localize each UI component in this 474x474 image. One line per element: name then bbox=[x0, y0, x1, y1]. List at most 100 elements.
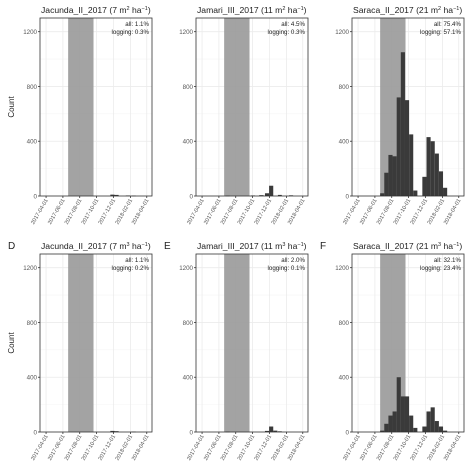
panel-title-close: ) bbox=[304, 241, 307, 251]
histogram-bar bbox=[413, 427, 418, 432]
plot-frame bbox=[195, 253, 309, 433]
annotation-logging: logging: 23.4% bbox=[420, 265, 461, 272]
panel-title-exponent: 2 bbox=[438, 6, 441, 12]
annotation-logging: logging: 0.3% bbox=[112, 29, 150, 36]
y-axis-label: Count bbox=[7, 96, 16, 118]
plot-frame bbox=[195, 17, 309, 197]
histogram-bar bbox=[422, 426, 427, 432]
y-tick-label: 400 bbox=[27, 139, 38, 146]
y-tick-label: 1200 bbox=[179, 29, 193, 36]
panel-title-unit: ha bbox=[285, 5, 297, 15]
y-tick-label: 800 bbox=[27, 320, 38, 327]
histogram-bar bbox=[396, 377, 401, 432]
y-tick-label: 0 bbox=[346, 194, 350, 201]
plot-frame bbox=[39, 17, 153, 197]
y-tick-label: 0 bbox=[190, 430, 194, 437]
histogram-bar bbox=[264, 430, 270, 432]
y-tick-label: 400 bbox=[27, 375, 38, 382]
panel-title-name: Jacunda_II_2017 (7 m bbox=[41, 241, 127, 251]
y-tick-label: 400 bbox=[339, 375, 350, 382]
plot-area bbox=[196, 254, 308, 432]
histogram-bar bbox=[380, 430, 385, 432]
y-tick-label: 800 bbox=[339, 320, 350, 327]
panel-title-exponent: 3 bbox=[438, 242, 441, 248]
y-tick-label: 800 bbox=[339, 84, 350, 91]
plot-frame bbox=[39, 253, 153, 433]
plot-frame bbox=[351, 17, 465, 197]
histogram-bar bbox=[114, 194, 119, 196]
plot-area bbox=[40, 18, 152, 196]
annotation-all: all: 75.4% bbox=[434, 21, 462, 28]
histogram-bar bbox=[259, 195, 264, 196]
x-tick-label: 2017-12-01 bbox=[98, 434, 118, 462]
x-tick-label: 2017-12-01 bbox=[254, 198, 274, 226]
panel-3: 040080012002017-04-012017-06-012017-08-0… bbox=[335, 5, 465, 226]
panel-title-unit-exponent: −1 bbox=[142, 242, 148, 248]
y-tick-label: 400 bbox=[339, 139, 350, 146]
histogram-bar bbox=[277, 194, 282, 196]
y-axis-label: Count bbox=[7, 332, 16, 354]
histogram-bar bbox=[404, 100, 410, 196]
shaded-period bbox=[224, 18, 250, 196]
annotation-all: all: 1.1% bbox=[125, 257, 149, 264]
histogram-bar bbox=[110, 194, 115, 196]
panel-title-unit: ha bbox=[441, 5, 453, 15]
histogram-bar bbox=[269, 185, 274, 196]
annotation-logging: logging: 0.1% bbox=[268, 265, 306, 272]
panel-title: Jamari_III_2017 (11 m3 ha−1) bbox=[197, 241, 307, 251]
annotation-all: all: 32.1% bbox=[434, 257, 462, 264]
x-tick-label: 2017-12-01 bbox=[254, 434, 274, 462]
histogram-bar bbox=[388, 154, 393, 196]
panel-title-name: Jacunda_II_2017 (7 m bbox=[41, 5, 127, 15]
x-tick-label: 2017-12-01 bbox=[410, 434, 430, 462]
annotation-all: all: 2.0% bbox=[281, 257, 305, 264]
panel-title: Jacunda_II_2017 (7 m3 ha−1) bbox=[41, 241, 151, 251]
panel-title-unit: ha bbox=[285, 241, 297, 251]
histogram-bar bbox=[396, 97, 401, 196]
histogram-bar bbox=[273, 430, 278, 432]
y-tick-label: 1200 bbox=[335, 265, 349, 272]
shaded-period bbox=[68, 18, 94, 196]
panel-title-unit: ha bbox=[130, 5, 142, 15]
panel-title-close: ) bbox=[304, 5, 307, 15]
histogram-bar bbox=[413, 190, 418, 196]
panel-letter: E bbox=[164, 241, 171, 252]
y-tick-label: 1200 bbox=[23, 29, 37, 36]
panel-title-exponent: 2 bbox=[127, 6, 130, 12]
panel-title-name: Saraca_II_2017 (21 m bbox=[353, 241, 438, 251]
histogram-bar bbox=[430, 141, 435, 196]
histogram-bar bbox=[110, 430, 115, 432]
y-tick-label: 800 bbox=[183, 84, 194, 91]
panel-6: 040080012002017-04-012017-06-012017-08-0… bbox=[320, 241, 465, 462]
panel-title-close: ) bbox=[148, 241, 151, 251]
shaded-period bbox=[68, 254, 94, 432]
panel-title: Saraca_II_2017 (21 m2 ha−1) bbox=[353, 5, 462, 15]
panel-title-close: ) bbox=[148, 5, 151, 15]
panel-title-unit-exponent: −1 bbox=[453, 6, 459, 12]
y-tick-label: 1200 bbox=[23, 265, 37, 272]
panel-title-unit-exponent: −1 bbox=[297, 6, 303, 12]
y-tick-label: 800 bbox=[183, 320, 194, 327]
histogram-bar bbox=[264, 193, 270, 196]
histogram-bar bbox=[438, 171, 444, 196]
x-tick-label: 2018-04-01 bbox=[287, 198, 307, 226]
panel-1: 040080012002017-04-012017-06-012017-08-0… bbox=[7, 5, 153, 226]
histogram-bar bbox=[434, 153, 439, 196]
y-tick-label: 0 bbox=[34, 194, 38, 201]
plot-area bbox=[40, 254, 152, 432]
annotation-all: all: 4.5% bbox=[281, 21, 305, 28]
panel-title: Saraca_II_2017 (21 m3 ha−1) bbox=[353, 241, 462, 251]
histogram-bar bbox=[400, 396, 405, 432]
panel-2: 040080012002017-04-012017-06-012017-08-0… bbox=[179, 5, 309, 226]
panel-title-unit-exponent: −1 bbox=[297, 242, 303, 248]
panel-title-exponent: 2 bbox=[282, 6, 285, 12]
shaded-period bbox=[224, 254, 250, 432]
y-tick-label: 800 bbox=[27, 84, 38, 91]
annotation-logging: logging: 57.1% bbox=[420, 29, 461, 36]
histogram-bar bbox=[426, 137, 431, 196]
histogram-bar bbox=[443, 187, 448, 196]
histogram-bar bbox=[384, 423, 389, 432]
annotation-all: all: 1.1% bbox=[125, 21, 149, 28]
histogram-bar bbox=[384, 172, 389, 196]
